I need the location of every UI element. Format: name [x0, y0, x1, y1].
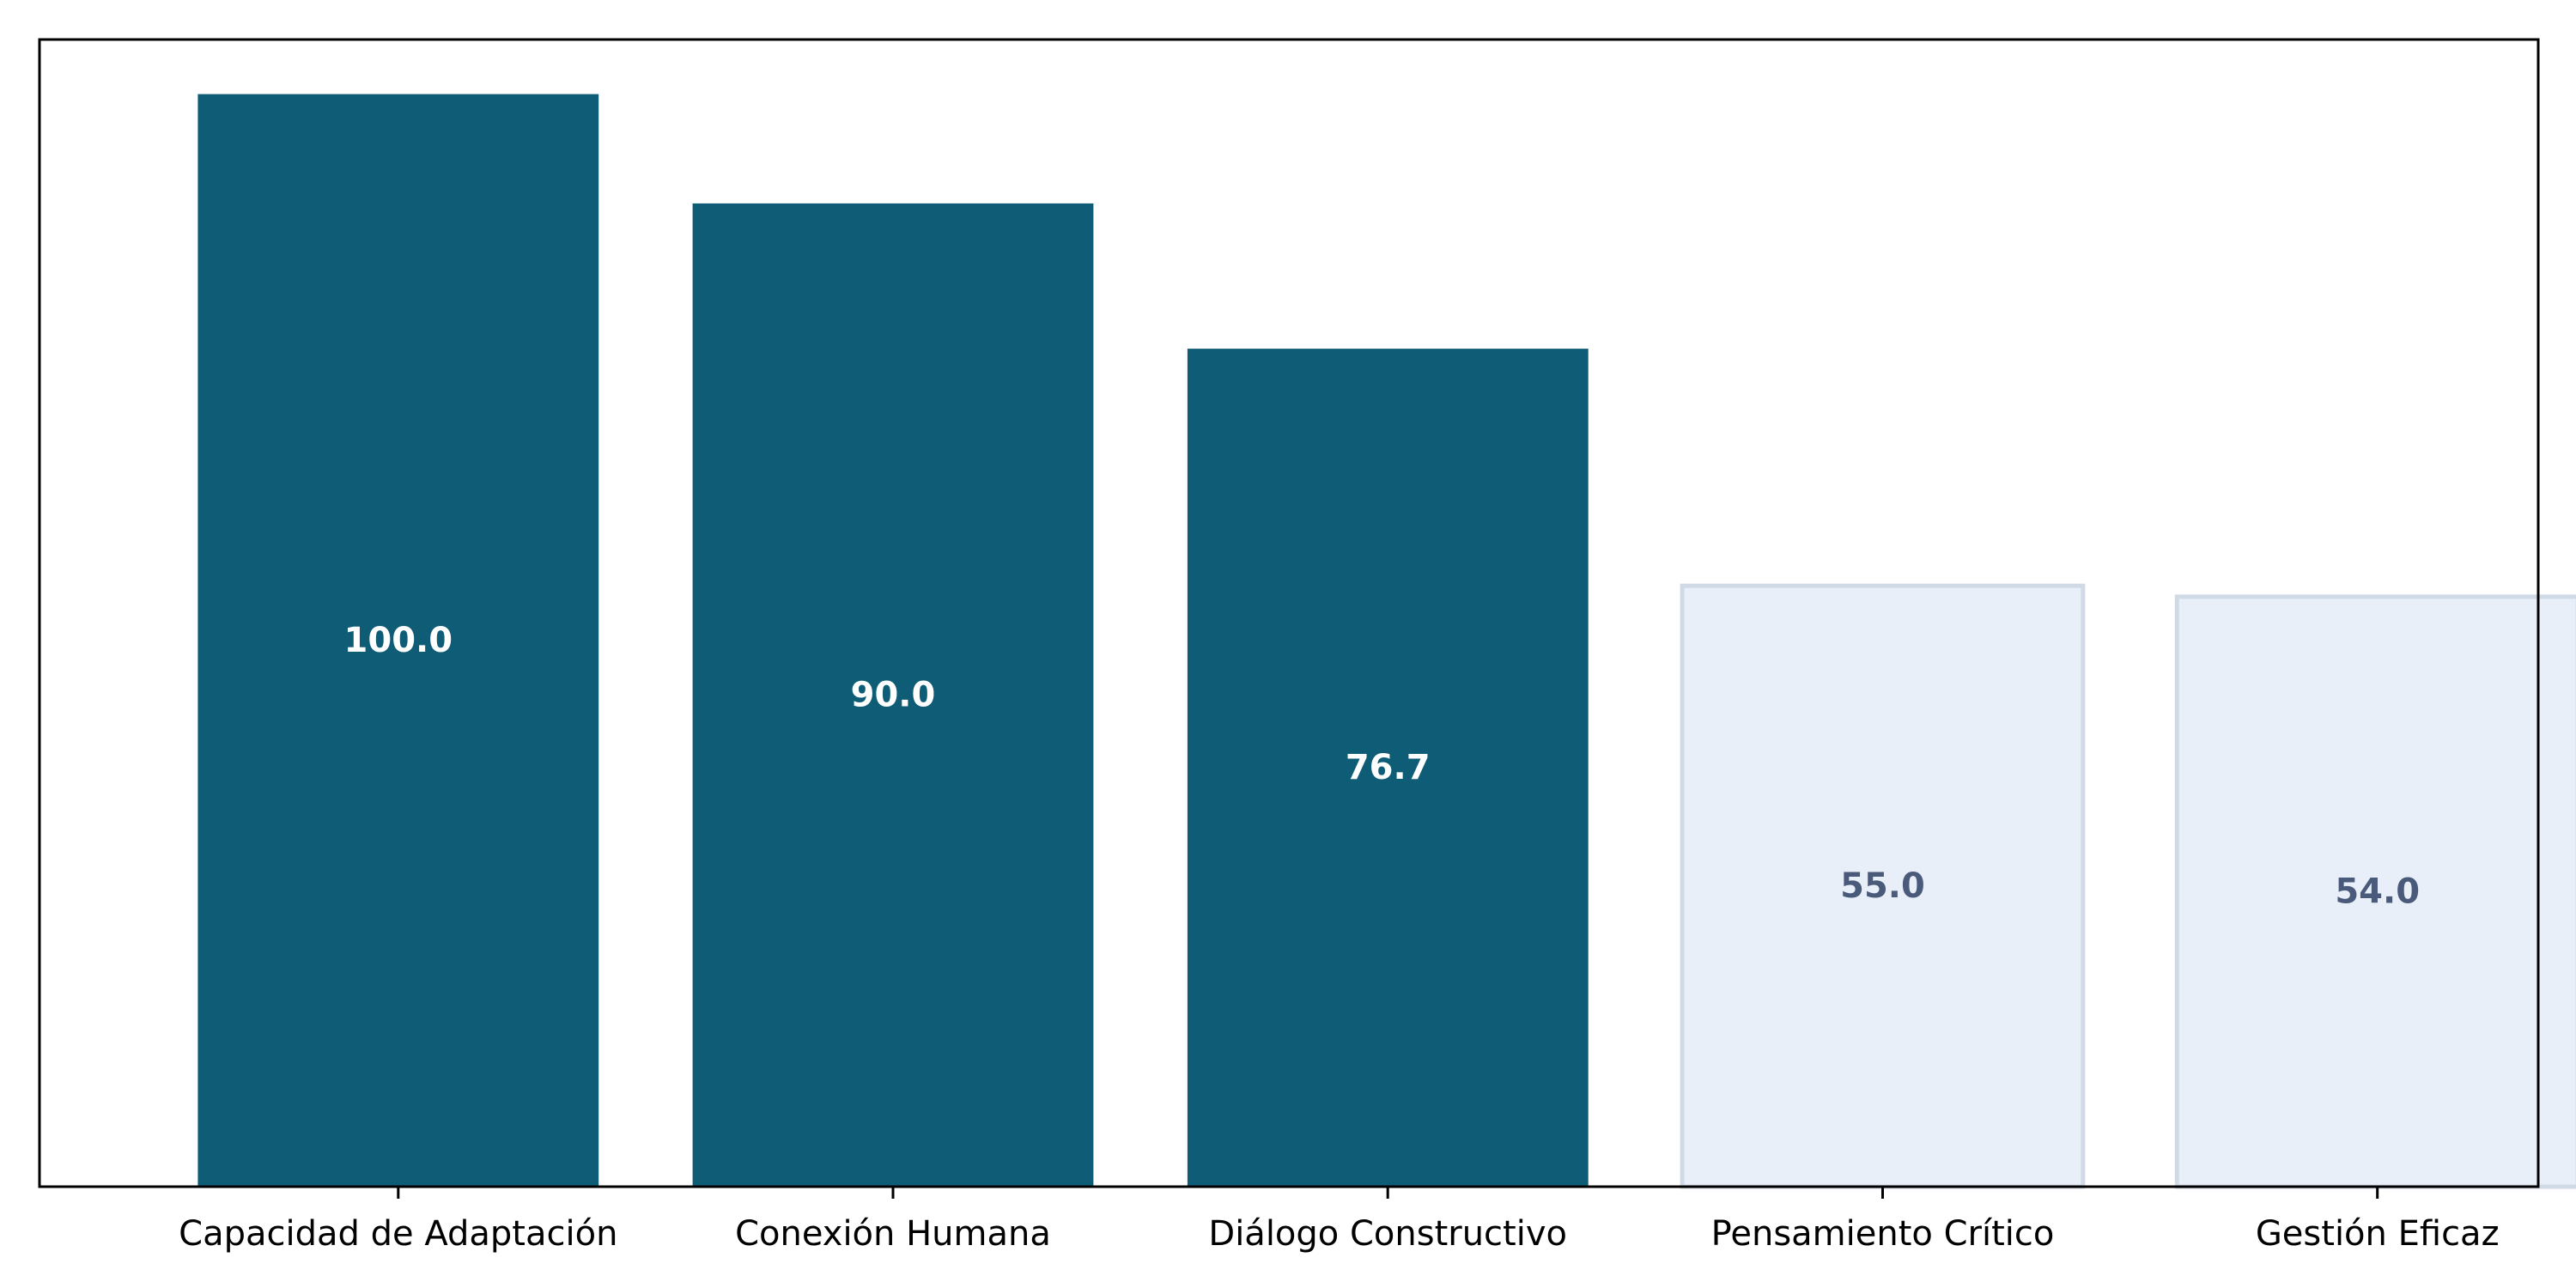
- bar-value-label-4: 55.0: [1840, 866, 1925, 906]
- x-ticks-layer: Capacidad de Adaptación Conexión Humana Di…: [179, 1187, 2500, 1254]
- x-tick-label-1: Capacidad de Adaptación: [179, 1214, 617, 1254]
- bar-value-label-1: 100.0: [344, 621, 453, 660]
- plot-frame: [38, 38, 2540, 1188]
- bar-4: [1680, 583, 2086, 1189]
- bar-value-label-3: 76.7: [1346, 748, 1431, 787]
- x-tick-label-2: Conexión Humana: [735, 1214, 1051, 1254]
- bar-1: [197, 94, 599, 1188]
- bar-2: [692, 203, 1094, 1187]
- bar-5: [2174, 594, 2576, 1189]
- x-tick-label-5: Gestión Eficaz: [2256, 1214, 2500, 1254]
- x-tick-label-4: Pensamiento Crítico: [1711, 1214, 2055, 1254]
- bars-layer: [197, 94, 2576, 1189]
- data-labels-layer: 100.0 90.0 76.7 55.0 54.0: [344, 621, 2421, 912]
- bar-3: [1187, 349, 1589, 1188]
- x-tick-label-3: Diálogo Constructivo: [1208, 1214, 1567, 1254]
- bar-value-label-5: 54.0: [2335, 872, 2420, 912]
- bar-value-label-2: 90.0: [851, 675, 936, 714]
